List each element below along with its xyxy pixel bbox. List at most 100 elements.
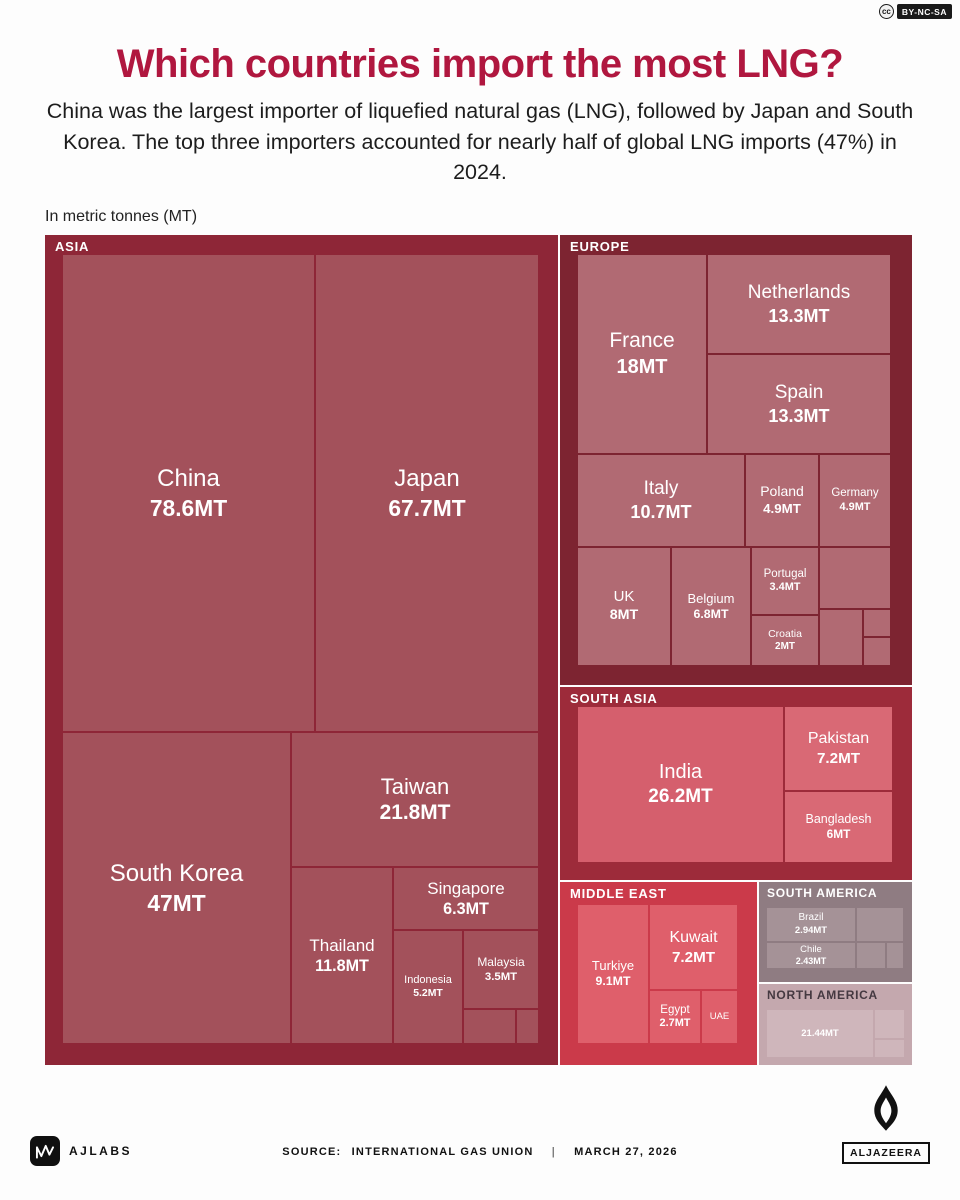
tile-country-label: Brazil: [798, 912, 824, 924]
region-label-europe: EUROPE: [570, 239, 630, 254]
tile-country-label: Poland: [760, 483, 804, 500]
page-subtitle: China was the largest importer of liquef…: [46, 99, 914, 185]
treemap-tile-brazil: Brazil 2.94MT: [767, 908, 855, 941]
page-title: Which countries import the most LNG?: [116, 42, 844, 86]
treemap-tile-small: [864, 610, 890, 636]
ajlabs-wordmark: AJLABS: [69, 1144, 133, 1158]
treemap-tile-netherlands: Netherlands 13.3MT: [708, 255, 890, 353]
tile-value-label: 2MT: [775, 640, 795, 652]
treemap-tile-bangladesh: Bangladesh 6MT: [785, 792, 892, 862]
tile-value-label: 18MT: [616, 355, 668, 378]
treemap-tile-portugal: Portugal 3.4MT: [752, 548, 818, 614]
treemap-tile-china: China 78.6MT: [63, 255, 314, 731]
tile-country-label: China: [157, 464, 220, 492]
treemap-tile-small: [887, 943, 903, 968]
tile-value-label: 47MT: [147, 889, 206, 916]
region-label-south-america: SOUTH AMERICA: [767, 886, 878, 900]
tile-value-label: 2.94MT: [794, 924, 828, 936]
tile-country-label: Germany: [831, 487, 879, 500]
treemap-tile-poland: Poland 4.9MT: [746, 455, 818, 546]
treemap-tile-south-korea: South Korea 47MT: [63, 733, 290, 1043]
tile-value-label: 5.2MT: [413, 988, 443, 1000]
tile-country-label: Belgium: [687, 590, 735, 606]
tile-value-label: 13.3MT: [768, 305, 830, 326]
treemap-tile-croatia: Croatia 2MT: [752, 616, 818, 665]
treemap-tile-taiwan: Taiwan 21.8MT: [292, 733, 538, 866]
tile-country-label: France: [609, 329, 675, 353]
tile-country-label: Thailand: [309, 935, 375, 955]
tile-value-label: 6.3MT: [443, 900, 489, 919]
treemap-tile-uk: UK 8MT: [578, 548, 670, 665]
tile-country-label: UAE: [709, 1011, 730, 1023]
treemap-tile-chile: Chile 2.43MT: [767, 943, 855, 968]
treemap-tile-japan: Japan 67.7MT: [316, 255, 538, 731]
tile-country-label: Bangladesh: [805, 811, 872, 826]
tile-value-label: 21.44MT: [801, 1027, 839, 1039]
aljazeera-wordmark: ALJAZEERA: [841, 1142, 930, 1164]
treemap-tile-small: [820, 548, 890, 608]
aljazeera-logo: ALJAZEERA: [841, 1083, 930, 1164]
cc-icon: cc: [878, 4, 894, 19]
tile-value-label: 2.7MT: [659, 1017, 691, 1030]
region-label-asia: ASIA: [55, 239, 90, 254]
tile-value-label: 4.9MT: [763, 500, 801, 516]
region-label-middle-east: MIDDLE EAST: [570, 886, 667, 901]
treemap-tile-turkiye: Turkiye 9.1MT: [578, 905, 648, 1043]
treemap-tile-germany: Germany 4.9MT: [820, 455, 890, 546]
tile-country-label: Egypt: [660, 1003, 690, 1016]
treemap-tile-north-america: 21.44MT: [767, 1010, 873, 1057]
tile-value-label: 9.1MT: [595, 974, 631, 989]
source-separator: |: [551, 1146, 556, 1158]
tile-country-label: South Korea: [109, 859, 244, 887]
tile-country-label: Indonesia: [404, 973, 452, 986]
tile-country-label: Italy: [643, 478, 679, 500]
tile-value-label: 8MT: [609, 606, 639, 623]
treemap-tile-kuwait: Kuwait 7.2MT: [650, 905, 737, 989]
tile-value-label: 6MT: [826, 827, 851, 842]
source-label: SOURCE:: [282, 1146, 342, 1158]
region-label-north-america: NORTH AMERICA: [767, 988, 878, 1002]
region-label-south-asia: SOUTH ASIA: [570, 691, 658, 706]
tile-country-label: Croatia: [768, 627, 802, 640]
license-badge: cc BY-NC-SA: [878, 4, 952, 19]
treemap-tile-uae: UAE: [702, 991, 737, 1043]
tile-value-label: 2.43MT: [795, 955, 827, 966]
aljazeera-calligraphy-icon: [867, 1083, 905, 1138]
treemap-tile-indonesia: Indonesia 5.2MT: [394, 931, 462, 1043]
treemap-tile-egypt: Egypt 2.7MT: [650, 991, 700, 1043]
treemap-tile-small: [875, 1010, 904, 1038]
treemap-tile-thailand: Thailand 11.8MT: [292, 868, 392, 1043]
treemap-tile-belgium: Belgium 6.8MT: [672, 548, 750, 665]
tile-value-label: 6.8MT: [693, 606, 729, 621]
tile-country-label: Kuwait: [669, 928, 718, 946]
treemap-tile-small: [875, 1040, 904, 1057]
tile-value-label: 21.8MT: [379, 801, 451, 825]
tile-country-label: Portugal: [763, 567, 807, 580]
tile-country-label: India: [658, 761, 703, 784]
tile-value-label: 67.7MT: [388, 494, 466, 521]
treemap-tile-italy: Italy 10.7MT: [578, 455, 744, 546]
treemap-tile-small: [464, 1010, 515, 1043]
tile-country-label: Turkiye: [591, 958, 635, 974]
ajlabs-logo: AJLABS: [30, 1136, 132, 1166]
treemap-tile-malaysia: Malaysia 3.5MT: [464, 931, 538, 1008]
units-note: In metric tonnes (MT): [45, 208, 198, 225]
tile-country-label: Chile: [800, 943, 822, 955]
tile-value-label: 4.9MT: [839, 500, 871, 513]
treemap-tile-small: [820, 610, 862, 665]
tile-country-label: Spain: [774, 381, 824, 403]
treemap-tile-small: [864, 638, 890, 665]
tile-value-label: 3.5MT: [484, 970, 518, 983]
tile-value-label: 3.4MT: [769, 581, 801, 594]
source-line: SOURCE: INTERNATIONAL GAS UNION | MARCH …: [0, 1146, 960, 1158]
tile-country-label: UK: [613, 588, 635, 606]
tile-country-label: Pakistan: [807, 730, 870, 747]
license-text: BY-NC-SA: [896, 4, 952, 19]
tile-country-label: Malaysia: [477, 954, 525, 969]
source-date: MARCH 27, 2026: [574, 1146, 678, 1158]
treemap-tile-france: France 18MT: [578, 255, 706, 453]
treemap-tile-india: India 26.2MT: [578, 707, 783, 862]
tile-country-label: Singapore: [427, 878, 505, 898]
tile-value-label: 13.3MT: [768, 405, 830, 426]
